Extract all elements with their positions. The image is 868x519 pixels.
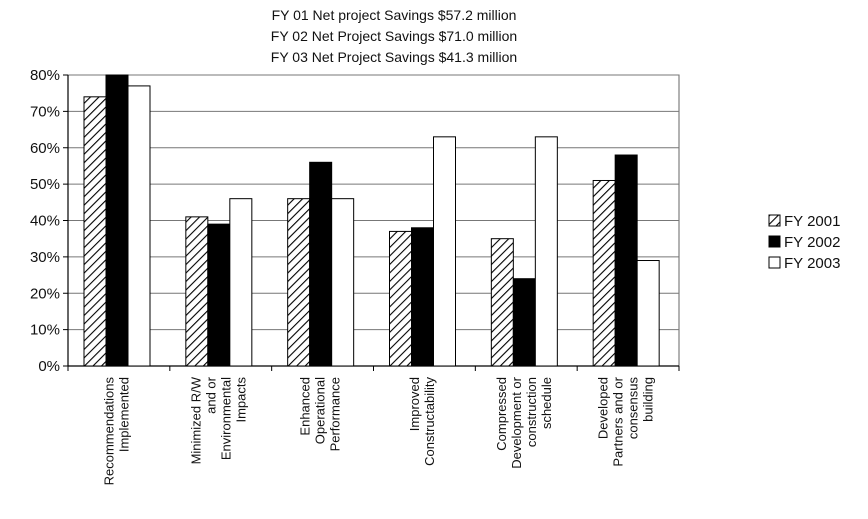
bar [490,238,514,367]
title-line-3: FY 03 Net Project Savings $41.3 million [271,49,517,65]
bar [83,96,107,367]
category-label: Enhanced Operational Performance [298,377,343,452]
y-tick-label: 50% [30,176,60,193]
title-line-2: FY 02 Net Project Savings $71.0 million [271,28,517,44]
legend-swatch [768,214,781,227]
bar [389,230,412,367]
y-tick-label: 70% [30,103,60,120]
bar [411,227,434,367]
category-label-line: construction [524,377,539,447]
category-label-line: Recommendations [102,377,117,486]
category-label: Developed Partners and or consensus buildin… [596,376,656,466]
category-label-line: Performance [328,377,343,451]
bar [534,136,558,367]
y-tick-label: 30% [30,249,60,266]
category-label-line: Development or [509,376,524,468]
bar [207,223,231,367]
bar [287,198,311,367]
bar [592,179,616,367]
bar [512,278,536,367]
bar [433,136,456,367]
y-tick-label: 20% [30,285,60,302]
category-label-line: Partners and or [611,376,626,466]
category-label-line: Constructability [422,377,437,466]
category-label: Recommendations Implemented [102,377,132,486]
legend-label: FY 2001 [784,213,840,230]
bar [185,216,209,367]
category-label-line: Compressed [494,377,509,451]
category-label-line: building [641,377,656,422]
category-label-line: Environmental [218,377,233,460]
bar [309,161,333,367]
category-label-line: Enhanced [298,377,313,436]
category-label-line: schedule [539,377,554,429]
legend-label: FY 2003 [784,255,840,272]
category-label-line: Operational [313,377,328,444]
title-line-1: FY 01 Net project Savings $57.2 million [272,7,517,23]
bar [636,260,660,367]
category-label-line: Minimized R/W [188,376,203,464]
category-label-line: Implemented [117,377,132,452]
bar [105,74,129,367]
category-label: Improved Constructability [407,377,437,466]
category-label-line: consensus [626,377,641,440]
category-label: Compressed Development or construction sche… [494,376,554,468]
bar [331,198,355,367]
y-tick-label: 80% [30,67,60,84]
category-label-line: Impacts [233,377,248,423]
y-tick-label: 10% [30,322,60,339]
category-label-line: Improved [407,377,422,431]
bar [127,85,151,367]
bar [229,198,253,367]
legend-swatch [768,256,781,269]
y-tick-label: 0% [38,358,60,375]
legend: FY 2001 FY 2002 FY 2003 [768,213,840,272]
y-tick-label: 40% [30,213,60,230]
legend-swatch [768,235,781,248]
chart-title: FY 01 Net project Savings $57.2 million … [271,7,517,65]
y-tick-label: 60% [30,140,60,157]
category-label: Minimized R/W and or Environmental Impacts [188,376,248,464]
bar [614,154,638,367]
category-label-line: Developed [596,377,611,439]
legend-label: FY 2002 [784,234,840,251]
plot-area: 0% 10% 20% 30% 40% 50% 60% 70% 80% Recommendation… [30,67,680,486]
category-label-line: and or [203,376,218,414]
